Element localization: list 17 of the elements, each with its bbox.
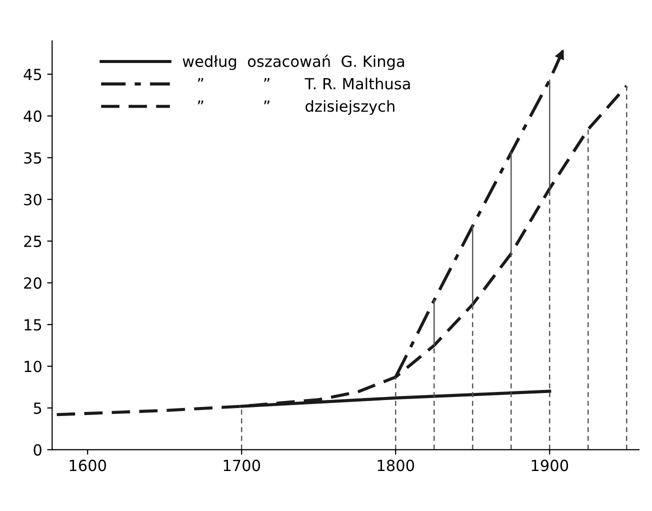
legend-label: ” ” T. R. Malthusa bbox=[198, 78, 410, 90]
legend-label: według oszacowań G. Kinga bbox=[182, 54, 404, 70]
y-tick-label: 10 bbox=[24, 360, 42, 372]
y-tick-label: 35 bbox=[24, 152, 42, 164]
y-tick-label: 5 bbox=[34, 402, 42, 414]
y-tick-label: 45 bbox=[24, 68, 42, 80]
y-tick-label: 40 bbox=[24, 110, 42, 122]
y-tick-label: 20 bbox=[24, 277, 42, 289]
legend-label: ” ” dzisiejszych bbox=[198, 100, 394, 115]
y-tick-label: 15 bbox=[24, 319, 42, 331]
x-tick-label: 1800 bbox=[378, 460, 414, 472]
x-tick-label: 1900 bbox=[532, 460, 568, 472]
x-tick-label: 1700 bbox=[224, 460, 260, 472]
y-tick-label: 25 bbox=[24, 236, 42, 248]
x-tick-label: 1600 bbox=[70, 460, 106, 472]
y-tick-label: 0 bbox=[34, 444, 42, 456]
y-tick-label: 30 bbox=[24, 194, 42, 206]
